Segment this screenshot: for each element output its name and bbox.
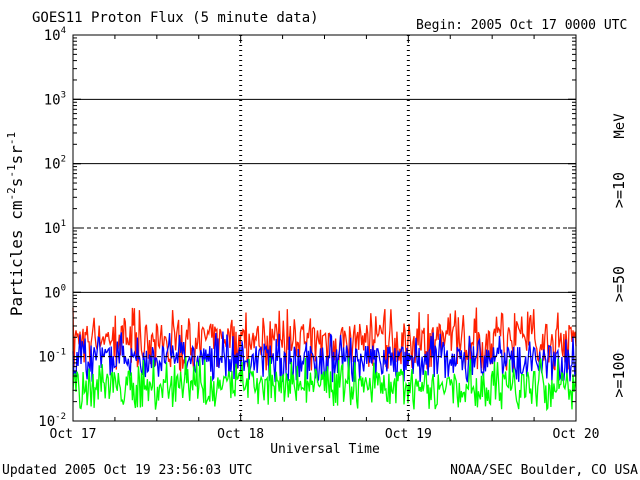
y-axis-label-mid2: sr [7,145,26,165]
grid-layer [73,35,576,421]
y-tick-label: 100 [44,283,66,301]
x-tick-label: Oct 19 [385,427,432,442]
y-tick-label: 103 [44,90,66,108]
legend-ge10: >=10 [610,172,628,208]
x-axis-label: Universal Time [270,442,380,457]
credit-label: NOAA/SEC Boulder, CO USA [450,463,638,478]
begin-label: Begin: 2005 Oct 17 0000 UTC [416,18,627,33]
series-layer [72,307,577,412]
x-tick-labels: Oct 17 Oct 18 Oct 19 Oct 20 [50,427,600,442]
y-tick-label: 10-1 [38,348,66,366]
y-axis-label-sup3: -1 [5,132,18,145]
y-axis-label-main: Particles cm [7,201,26,317]
series-line-2 [72,356,577,412]
updated-label: Updated 2005 Oct 19 23:56:03 UTC [2,463,252,478]
y-tick-labels: 10-2 10-1 100 101 102 103 104 [38,26,66,430]
y-tick-label: 104 [44,26,66,44]
x-tick-label: Oct 18 [217,427,264,442]
tick-layer [72,34,577,422]
series-line-0 [72,307,577,374]
y-axis-label-sup2: -1 [5,164,18,177]
y-axis-label-sup1: -2 [5,187,18,200]
y-tick-label: 10-2 [38,412,66,430]
y-axis-label-mid1: s [7,178,26,188]
chart-title: GOES11 Proton Flux (5 minute data) [32,10,319,26]
series-line-1 [72,331,577,384]
legend-ge100: >=100 [610,352,628,397]
svg-text:Particles cm-2s-1sr-1: Particles cm-2s-1sr-1 [5,132,26,316]
y-axis-label-group: Particles cm-2s-1sr-1 [5,132,26,316]
units-label: MeV [612,113,628,139]
y-tick-label: 102 [44,155,66,173]
y-tick-label: 101 [44,219,66,237]
x-tick-label: Oct 17 [50,427,97,442]
legend-ge50: >=50 [610,266,628,302]
x-tick-label: Oct 20 [553,427,600,442]
